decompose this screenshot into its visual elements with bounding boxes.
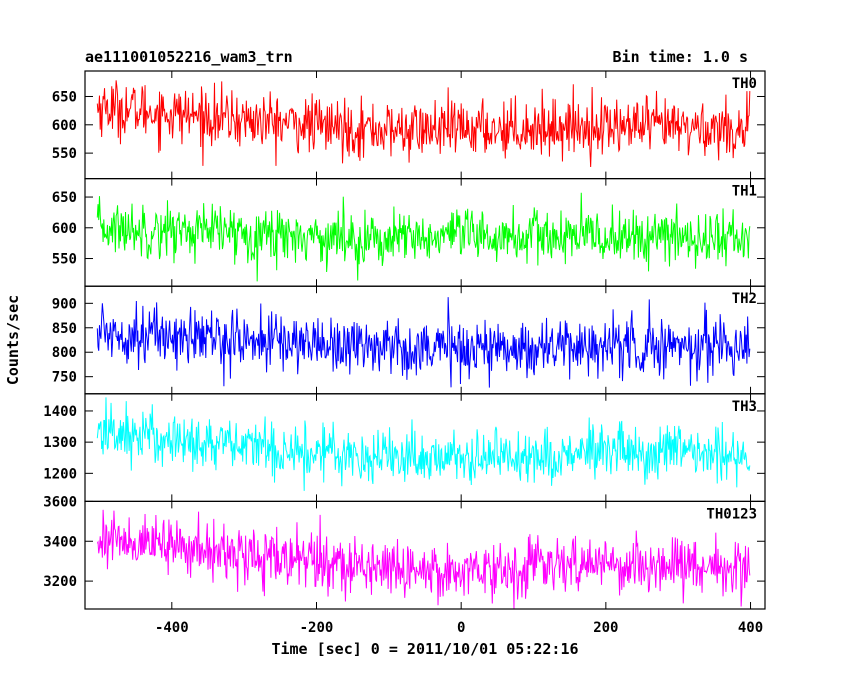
x-tick-label: 0 bbox=[457, 620, 465, 636]
y-axis-label: Counts/sec bbox=[4, 295, 22, 385]
series-line-th0123 bbox=[96, 509, 751, 610]
y-tick-label: 1300 bbox=[43, 435, 77, 451]
y-tick-label: 1400 bbox=[43, 404, 77, 420]
y-tick-label: 750 bbox=[52, 370, 77, 386]
panel-th0123: 3200 3400 3600 TH0123 bbox=[43, 494, 766, 610]
x-tick-label: -400 bbox=[155, 620, 189, 636]
y-tick-label: 800 bbox=[52, 345, 77, 361]
series-line-th3 bbox=[96, 397, 751, 491]
panel-label: TH3 bbox=[732, 399, 757, 415]
y-tick-label: 550 bbox=[52, 252, 77, 268]
x-axis: -400 -200 0 200 400 bbox=[155, 620, 763, 636]
x-tick-label: 400 bbox=[738, 620, 763, 636]
panel-label: TH2 bbox=[732, 291, 757, 307]
y-tick-label: 600 bbox=[52, 118, 77, 134]
panel-label: TH0 bbox=[732, 76, 757, 92]
y-tick-label: 600 bbox=[52, 221, 77, 237]
panel-label: TH0123 bbox=[706, 506, 757, 522]
y-tick-label: 900 bbox=[52, 296, 77, 312]
panel-th1: 550 600 650 TH1 bbox=[52, 178, 766, 287]
y-tick-label: 3400 bbox=[43, 534, 77, 550]
series-line-th0 bbox=[96, 80, 751, 168]
y-tick-label: 1200 bbox=[43, 466, 77, 482]
y-tick-label: 650 bbox=[52, 89, 77, 105]
x-tick-label: -200 bbox=[300, 620, 334, 636]
y-tick-label: 3200 bbox=[43, 574, 77, 590]
panel-th2: 750 800 850 900 TH2 bbox=[52, 285, 766, 395]
y-tick-label: 3600 bbox=[43, 494, 77, 510]
series-line-th2 bbox=[96, 297, 751, 388]
panel-th0: 550 600 650 TH0 bbox=[52, 70, 766, 180]
x-axis-label: Time [sec] 0 = 2011/10/01 05:22:16 bbox=[271, 640, 578, 658]
panel-th3: 1200 1300 1400 TH3 bbox=[43, 393, 766, 502]
y-tick-label: 650 bbox=[52, 190, 77, 206]
panel-label: TH1 bbox=[732, 184, 757, 200]
y-tick-label: 850 bbox=[52, 321, 77, 337]
x-tick-label: 200 bbox=[593, 620, 618, 636]
y-tick-label: 550 bbox=[52, 146, 77, 162]
series-line-th1 bbox=[96, 192, 751, 282]
panels-group: 550 600 650 TH0 550 600 650 TH1 750 800 850 900 TH2 1… bbox=[43, 70, 766, 610]
bin-time-label: Bin time: 1.0 s bbox=[613, 48, 748, 66]
panel-frame bbox=[84, 500, 766, 610]
chart-title: ae111001052216_wam3_trn bbox=[85, 48, 293, 66]
